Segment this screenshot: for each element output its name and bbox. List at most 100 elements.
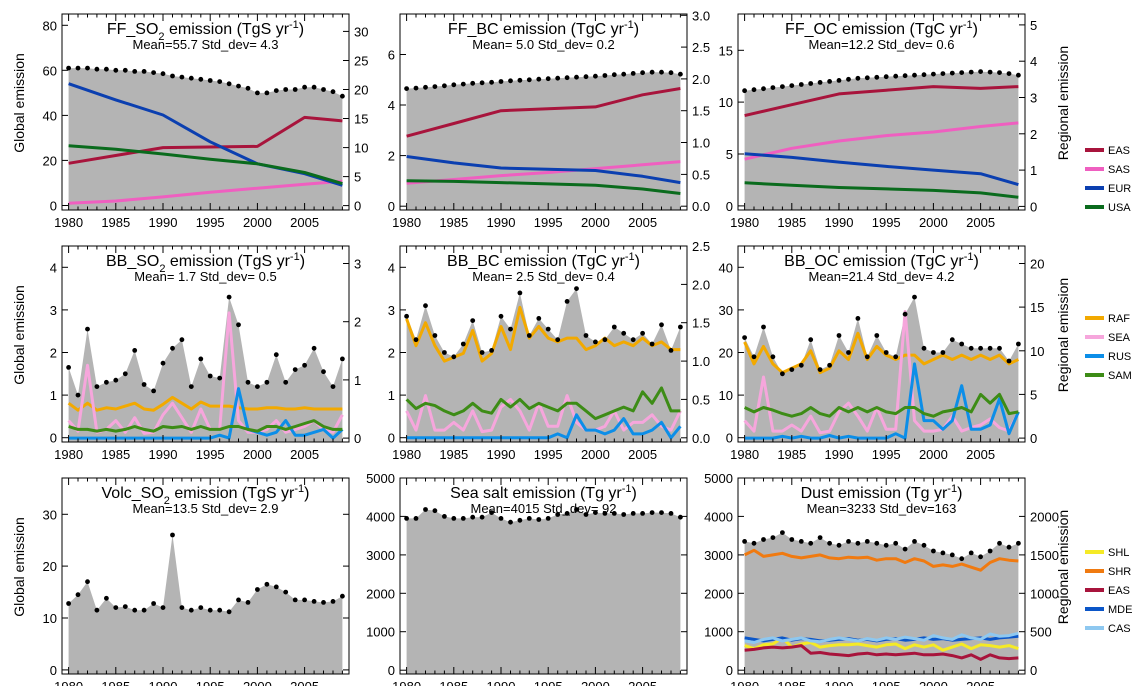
global-point [198, 76, 204, 82]
global-point [902, 73, 908, 79]
global-point [583, 74, 589, 80]
global-point [798, 82, 804, 87]
y-tick-label: 0 [388, 663, 395, 678]
global-point [593, 510, 598, 515]
title-part: Volc_SO [102, 485, 164, 502]
global-point [75, 65, 81, 71]
global-point [217, 375, 223, 381]
global-point [160, 71, 166, 77]
global-point [489, 79, 494, 85]
global-point [255, 587, 260, 592]
x-tick-label: 2000 [243, 215, 272, 230]
global-point [931, 350, 936, 355]
global-point [855, 75, 861, 81]
y2-tick-label: 15 [354, 112, 368, 127]
global-point [113, 67, 119, 73]
global-point [668, 70, 674, 76]
legend-row-1: EAS SAS EUR USA [1085, 145, 1131, 214]
global-point [404, 516, 409, 521]
global-point [583, 512, 589, 517]
global-point [413, 85, 419, 91]
series-line-usa [68, 144, 343, 186]
x-tick-label: 1985 [101, 215, 130, 230]
panel-title: FF_SO2 emission (TgS yr-1) [107, 19, 304, 43]
y-tick-label: 30 [719, 303, 733, 318]
global-point [188, 384, 194, 389]
global-point [179, 74, 185, 80]
global-point [451, 82, 457, 88]
y2-tick-label: 1 [1030, 163, 1037, 178]
panel-stats: Mean=55.7 Std_dev= 4.3 [132, 37, 278, 52]
global-point [517, 290, 523, 296]
y-tick-label: 0 [388, 199, 395, 214]
y2-tick-label: 0.0 [692, 431, 710, 446]
series-line-rus [744, 362, 1020, 440]
global-point [893, 354, 899, 360]
y2-tick-label: 0 [354, 431, 361, 446]
global-point [151, 601, 157, 606]
y2-tick-label: 1 [354, 373, 361, 388]
right-axis-label-row-1: Regional emission [1055, 46, 1071, 160]
y-tick-label: 10 [719, 388, 733, 403]
global-point [423, 303, 428, 309]
series-line-sea [405, 394, 682, 434]
plot-frame [399, 477, 688, 675]
x-tick-label: 1985 [101, 447, 130, 462]
y-tick-label: 10 [719, 95, 733, 110]
global-point [179, 337, 185, 343]
global-point [198, 356, 204, 362]
global-point [902, 311, 908, 317]
y2-tick-label: 15 [1030, 300, 1044, 315]
series-line-sas [744, 121, 1019, 161]
panel-5: 1980 1985 1990 1995 2000 2005 0 10 20 30 40 0 5 10 15 2… [719, 245, 1044, 462]
legend-label-sas: SAS [1108, 164, 1130, 176]
global-point [836, 78, 842, 83]
global-point [264, 379, 270, 385]
y-tick-label: 4 [388, 98, 395, 113]
global-point [1006, 358, 1012, 364]
series-line-sam [68, 419, 343, 433]
global-point [770, 535, 776, 540]
global-point [141, 607, 147, 613]
global-point [311, 84, 317, 90]
global-point [874, 333, 880, 338]
global-point [846, 350, 851, 355]
title-part: BB_OC emission (TgC yr [784, 253, 964, 270]
global-point [621, 330, 627, 336]
global-point [921, 542, 927, 548]
series-line-shr [743, 548, 1019, 572]
global-point [113, 605, 119, 610]
x-tick-label: 1990 [487, 679, 516, 686]
x-tick-label: 1980 [54, 679, 83, 686]
global-point [978, 345, 983, 351]
title-part: -1 [624, 19, 634, 31]
global-point [160, 605, 166, 610]
global-point [959, 70, 965, 75]
global-point [940, 550, 946, 556]
global-point [432, 84, 438, 89]
global-point [893, 73, 899, 79]
global-point [470, 80, 476, 86]
global-point [761, 324, 766, 330]
global-point [817, 367, 823, 372]
legend-label-sam: SAM [1108, 370, 1132, 382]
global-point [302, 84, 307, 90]
y-tick-label: 1 [50, 388, 57, 403]
global-point [207, 607, 213, 613]
global-point [836, 333, 842, 338]
global-point [302, 362, 307, 368]
title-part: BB_BC emission (TgC yr [447, 253, 625, 270]
panel-8: 1980 1985 1990 1995 2000 2005 0 1000 2000 3000 400… [704, 471, 1059, 691]
title-part: FF_SO [107, 21, 159, 38]
global-point [75, 592, 81, 598]
global-point [611, 72, 617, 78]
y2-tick-label: 2000 [1030, 509, 1059, 524]
series-line-rus [406, 413, 682, 440]
global-point [959, 341, 965, 347]
global-point [340, 93, 345, 99]
global-point [780, 530, 785, 535]
panel-stats: Mean=21.4 Std_dev= 4.2 [808, 269, 954, 284]
x-tick-label: 1995 [534, 679, 563, 686]
x-tick-label: 2005 [628, 215, 657, 230]
